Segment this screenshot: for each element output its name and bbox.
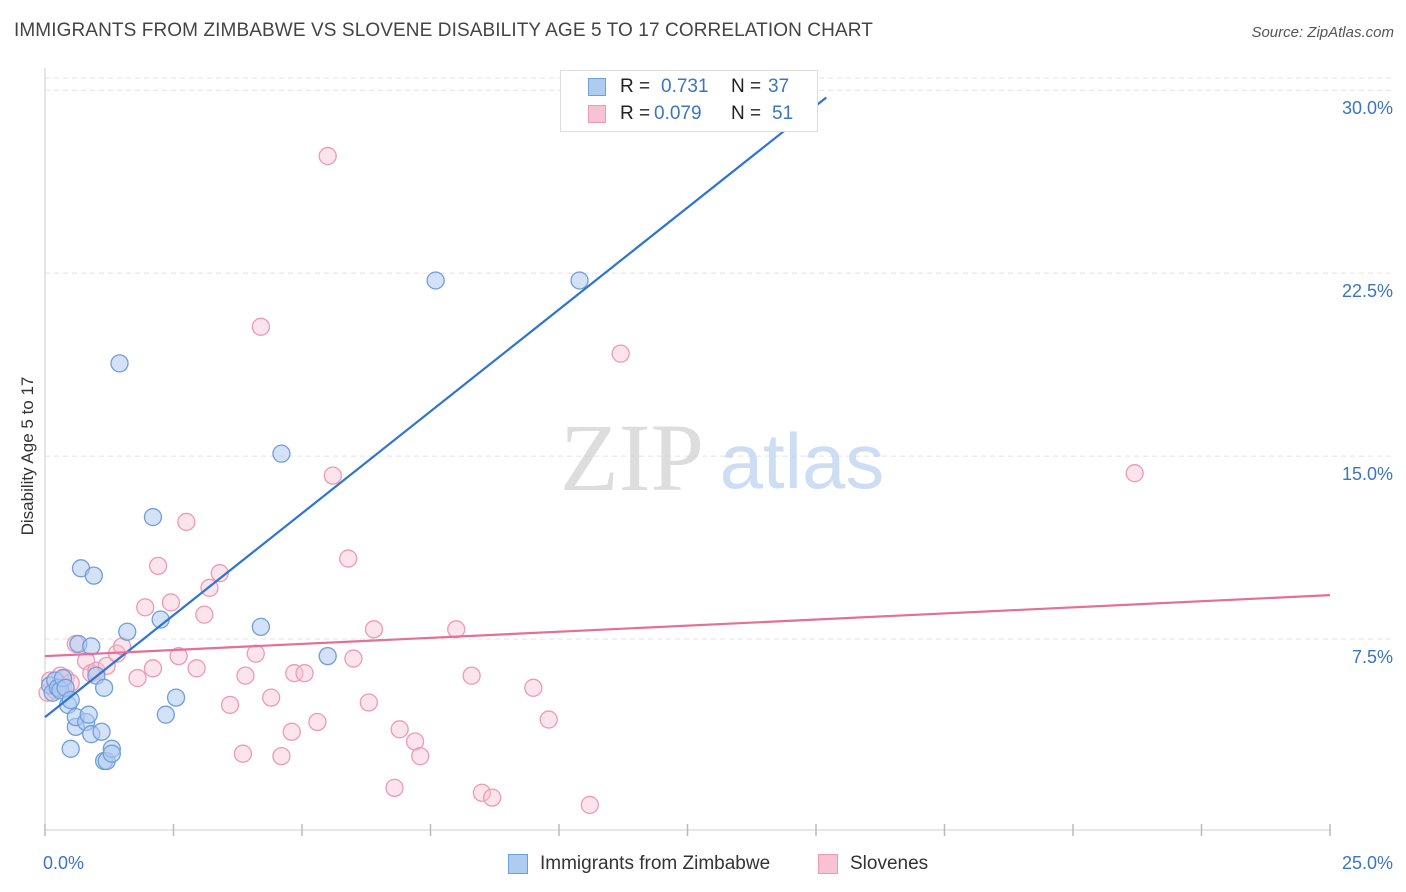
stats-legend: R = 0.731 N = 37 R = 0.079 N = 51 bbox=[560, 70, 818, 132]
zimbabwe-point bbox=[110, 354, 129, 373]
slovenes-legend-swatch bbox=[818, 854, 838, 874]
zimbabwe-point bbox=[272, 444, 291, 463]
zimbabwe-point bbox=[61, 690, 80, 710]
n-label: N = bbox=[731, 76, 762, 97]
slovenes-point bbox=[148, 556, 168, 576]
y-tick-label: 15.0% bbox=[1342, 464, 1393, 484]
zimbabwe-point bbox=[92, 722, 111, 741]
zimbabwe-point bbox=[426, 271, 445, 290]
slovenes-point bbox=[128, 668, 147, 688]
y-tick-label: 22.5% bbox=[1342, 281, 1393, 301]
slovenes-point bbox=[323, 466, 342, 485]
slovenes-point bbox=[220, 695, 240, 715]
r-value: 0.079 bbox=[654, 103, 702, 124]
zimbabwe-point bbox=[102, 744, 121, 763]
slovenes-point bbox=[308, 712, 327, 732]
slovenes-point bbox=[580, 795, 599, 815]
zimbabwe-point bbox=[118, 622, 137, 641]
watermark: ZIP atlas bbox=[560, 404, 884, 511]
zimbabwe-point bbox=[166, 688, 186, 707]
axes bbox=[44, 68, 1331, 836]
stats-row-zimbabwe: R = 0.731 N = 37 bbox=[561, 74, 817, 100]
watermark-zip: ZIP bbox=[560, 404, 704, 511]
slovenes-point bbox=[210, 564, 229, 583]
zimbabwe-points bbox=[40, 271, 589, 771]
slovenes-point bbox=[187, 659, 206, 678]
stats-row-slovenes: R = 0.079 N = 51 bbox=[561, 101, 817, 127]
slovenes-point bbox=[539, 710, 558, 729]
n-value: 37 bbox=[768, 76, 790, 97]
zimbabwe-point bbox=[318, 646, 337, 666]
chart-title: IMMIGRANTS FROM ZIMBABWE VS SLOVENE DISA… bbox=[14, 20, 873, 41]
slovenes-point bbox=[390, 720, 409, 739]
y-tick-label: 30.0% bbox=[1342, 98, 1393, 118]
slovenes-point bbox=[246, 644, 265, 663]
legend-label: Slovenes bbox=[850, 853, 929, 874]
zimbabwe-point bbox=[251, 617, 271, 637]
n-label: N = bbox=[731, 103, 762, 124]
slovenes-point bbox=[262, 688, 281, 707]
slovenes-point bbox=[339, 549, 358, 568]
slovenes-point bbox=[272, 746, 291, 766]
zimbabwe-trend-line bbox=[44, 96, 827, 718]
slovenes-point bbox=[169, 646, 188, 666]
slovenes-point bbox=[143, 659, 163, 678]
zimbabwe-point bbox=[94, 678, 114, 697]
zimbabwe-point bbox=[570, 271, 589, 290]
slovenes-point bbox=[251, 317, 271, 336]
slovenes-point bbox=[472, 783, 492, 802]
slovenes-swatch bbox=[588, 105, 606, 123]
y-axis-label: Disability Age 5 to 17 bbox=[18, 376, 37, 536]
slovenes-point bbox=[524, 678, 543, 697]
slovenes-point bbox=[359, 693, 378, 712]
tick-labels: 7.5% 15.0% 22.5% 30.0% 0.0% 25.0% bbox=[43, 98, 1393, 873]
source-label: Source: ZipAtlas.com bbox=[1251, 24, 1394, 41]
n-value: 51 bbox=[772, 103, 794, 124]
slovenes-point bbox=[195, 605, 214, 624]
slovenes-point bbox=[344, 649, 363, 668]
slovenes-point bbox=[161, 593, 181, 612]
slovenes-point bbox=[1125, 464, 1144, 483]
zimbabwe-point bbox=[61, 739, 80, 758]
slovenes-point bbox=[136, 598, 155, 617]
slovenes-point bbox=[177, 512, 196, 532]
slovenes-point bbox=[318, 146, 337, 166]
zimbabwe-swatch bbox=[588, 78, 606, 96]
slovenes-point bbox=[285, 664, 304, 683]
legend-label: Immigrants from Zimbabwe bbox=[540, 853, 771, 874]
slovenes-point bbox=[236, 666, 255, 685]
slovenes-point bbox=[447, 620, 466, 639]
watermark-atlas: atlas bbox=[720, 417, 885, 505]
zimbabwe-legend-swatch bbox=[508, 854, 528, 874]
slovenes-trend-line bbox=[44, 594, 1331, 658]
zimbabwe-point bbox=[143, 507, 163, 527]
slovenes-point bbox=[462, 666, 481, 685]
zimbabwe-point bbox=[82, 637, 101, 656]
y-tick-label: 7.5% bbox=[1352, 647, 1393, 667]
grid-lines bbox=[45, 77, 1392, 640]
slovenes-point bbox=[611, 344, 630, 363]
r-label: R = bbox=[620, 76, 651, 97]
trend-lines bbox=[44, 96, 1331, 718]
zimbabwe-point bbox=[156, 705, 175, 724]
slovenes-point bbox=[411, 746, 430, 766]
r-value: 0.731 bbox=[661, 76, 709, 97]
slovenes-point bbox=[483, 788, 502, 807]
x-tick-label: 0.0% bbox=[43, 853, 84, 873]
r-label: R = bbox=[620, 103, 651, 124]
zimbabwe-point bbox=[84, 566, 103, 585]
slovenes-point bbox=[295, 664, 314, 683]
zimbabwe-point bbox=[79, 705, 98, 724]
slovenes-point bbox=[385, 778, 404, 797]
slovenes-point bbox=[282, 722, 301, 741]
slovenes-point bbox=[233, 744, 253, 763]
slovenes-point bbox=[364, 620, 384, 639]
x-tick-label: 25.0% bbox=[1342, 853, 1393, 873]
